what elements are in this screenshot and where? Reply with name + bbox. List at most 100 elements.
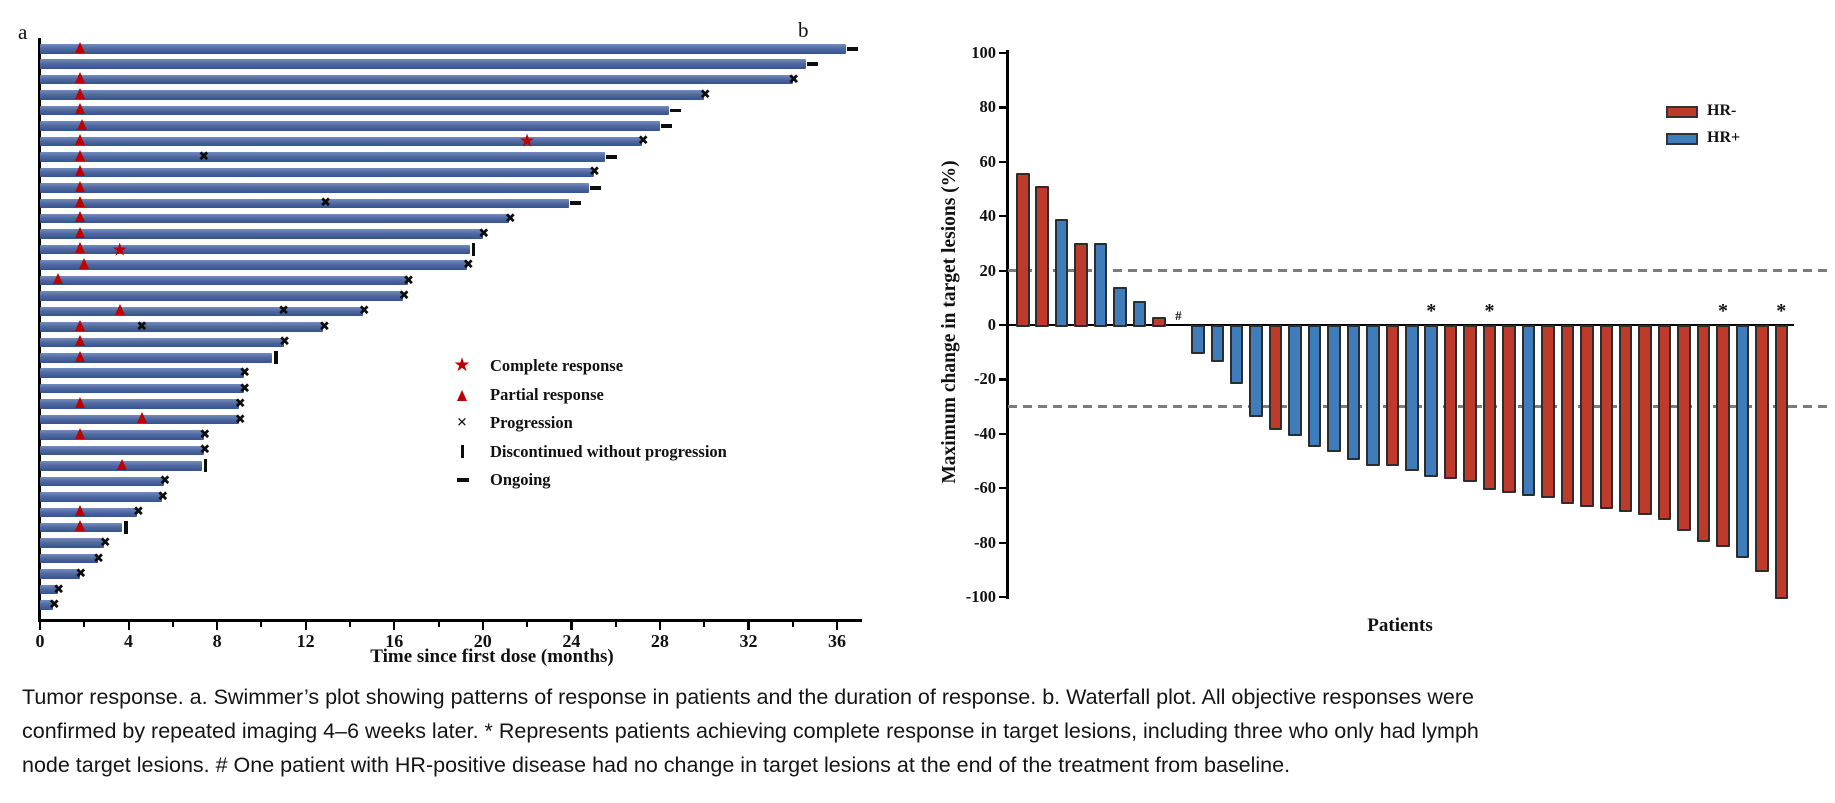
progression-x-icon: ✖ [157, 489, 169, 505]
swimmer-bar [40, 430, 204, 440]
waterfall-y-tick-label: 20 [979, 260, 997, 280]
waterfall-bar-patient-12 [1229, 325, 1244, 385]
swimmer-bar [40, 44, 846, 54]
waterfall-y-tick-label: 60 [979, 151, 997, 171]
asterisk-annotation: * [1426, 300, 1437, 322]
swimmer-y-axis [38, 38, 41, 619]
ongoing-dash-icon [457, 478, 469, 482]
swimmer-bar [40, 553, 98, 564]
swimmer-x-minor-tick [348, 621, 351, 627]
swimmer-legend-label: Discontinued without progression [490, 441, 727, 461]
waterfall-y-tick-label: -100 [965, 587, 996, 606]
swimmer-x-tick-label: 36 [828, 631, 847, 651]
swimmer-x-minor-tick [83, 621, 86, 627]
swimmer-bar [40, 306, 364, 317]
swimmer-bar [40, 399, 240, 409]
partial-response-triangle-icon [74, 103, 85, 115]
partial-response-triangle-icon [52, 273, 63, 285]
waterfall-y-tick-label: 100 [971, 43, 996, 62]
discontinued-bar-icon [460, 445, 465, 458]
complete-response-star-icon: ★ [519, 131, 536, 152]
reference-dashed-line-minus30 [1008, 405, 1833, 409]
swimmer-x-tick-label: 16 [385, 631, 404, 651]
progression-x-icon: ✖ [132, 504, 144, 520]
ongoing-dash-icon [590, 186, 602, 190]
waterfall-y-tick [999, 378, 1006, 381]
waterfall-y-tick-label: -20 [974, 369, 996, 389]
waterfall-bar-patient-11 [1210, 325, 1224, 363]
waterfall-bar-patient-40 [1774, 325, 1789, 599]
partial-response-triangle-icon [457, 389, 467, 401]
hash-annotation: # [1175, 308, 1182, 323]
waterfall-bar-patient-20 [1385, 325, 1400, 466]
swimmer-legend-label: Complete response [490, 356, 624, 375]
partial-response-triangle-icon [74, 335, 85, 347]
waterfall-bar-patient-29 [1560, 325, 1575, 504]
progression-x-icon: ✖ [504, 211, 516, 227]
waterfall-y-tick-label: -40 [974, 423, 996, 443]
swimmer-x-minor-tick [614, 621, 617, 627]
swimmer-bar [40, 59, 807, 69]
swimmer-x-tick-label: 28 [650, 631, 669, 651]
waterfall-bar-patient-8 [1152, 316, 1166, 327]
progression-x-icon: ✖ [358, 303, 370, 319]
complete-response-star-icon: ★ [453, 355, 471, 377]
caption-line-2: confirmed by repeated imaging 4–6 weeks … [22, 719, 1479, 743]
swimmer-x-tick [216, 621, 219, 630]
swimmer-x-tick-label: 4 [124, 631, 134, 651]
waterfall-bar-patient-10 [1191, 325, 1205, 355]
swimmer-bar [40, 183, 590, 193]
waterfall-y-tick-label: 80 [979, 97, 997, 117]
swimmer-legend-label: Ongoing [490, 470, 551, 489]
swimmer-bar [40, 353, 273, 363]
swimmer-bar [40, 337, 284, 348]
swimmer-x-tick-label: 24 [562, 631, 581, 651]
partial-response-triangle-icon [74, 165, 85, 177]
partial-response-triangle-icon [74, 211, 85, 223]
waterfall-bar-patient-24 [1463, 325, 1477, 483]
waterfall-bar-patient-22 [1424, 325, 1438, 477]
swimmer-bar [40, 569, 80, 579]
progression-x-icon: ✖ [462, 257, 474, 273]
discontinued-bar-icon [471, 243, 476, 257]
swimmer-x-tick [304, 621, 307, 630]
waterfall-y-tick-label: -80 [974, 532, 996, 552]
waterfall-y-tick-label: -60 [974, 478, 996, 498]
progression-x-icon: ✕ [456, 415, 468, 431]
swimmer-x-tick [836, 621, 839, 630]
ongoing-dash-icon [846, 46, 858, 51]
waterfall-y-tick [999, 215, 1006, 218]
partial-response-triangle-icon [136, 412, 147, 424]
waterfall-bar-patient-28 [1541, 325, 1555, 499]
waterfall-bar-patient-14 [1268, 325, 1283, 431]
progression-x-icon: ✖ [403, 273, 414, 288]
waterfall-bar-patient-32 [1618, 325, 1633, 512]
swimmer-bar [40, 275, 408, 286]
waterfall-bar-patient-16 [1307, 325, 1322, 447]
swimmer-x-minor-tick [791, 621, 794, 627]
waterfall-legend-label: HR+ [1707, 129, 1741, 146]
waterfall-legend-label: HR- [1707, 102, 1737, 119]
waterfall-y-tick [999, 52, 1006, 55]
figure-caption: Tumor response. a. Swimmer’s plot showin… [22, 680, 1479, 782]
progression-x-icon: ✖ [99, 535, 111, 551]
complete-response-star-icon: ★ [111, 239, 128, 260]
legend-swatch-hr [1666, 106, 1698, 118]
waterfall-bar-patient-33 [1638, 325, 1652, 515]
swimmer-x-tick [747, 621, 750, 630]
progression-x-icon: ✖ [278, 303, 289, 319]
progression-x-icon: ✖ [136, 319, 148, 335]
partial-response-triangle-icon [74, 319, 85, 331]
waterfall-bar-patient-26 [1502, 325, 1516, 493]
swimmer-bar [40, 121, 660, 131]
progression-x-icon: ✖ [198, 149, 210, 165]
discontinued-bar-icon [123, 521, 128, 535]
swimmer-x-minor-tick [437, 621, 440, 627]
swimmer-bar [40, 476, 164, 487]
swimmer-bar [40, 90, 705, 100]
waterfall-y-tick [999, 324, 1006, 327]
swimmer-bar [40, 383, 244, 394]
progression-x-icon: ✖ [93, 551, 105, 567]
waterfall-bar-patient-23 [1443, 325, 1458, 480]
swimmer-x-minor-tick [703, 621, 706, 627]
